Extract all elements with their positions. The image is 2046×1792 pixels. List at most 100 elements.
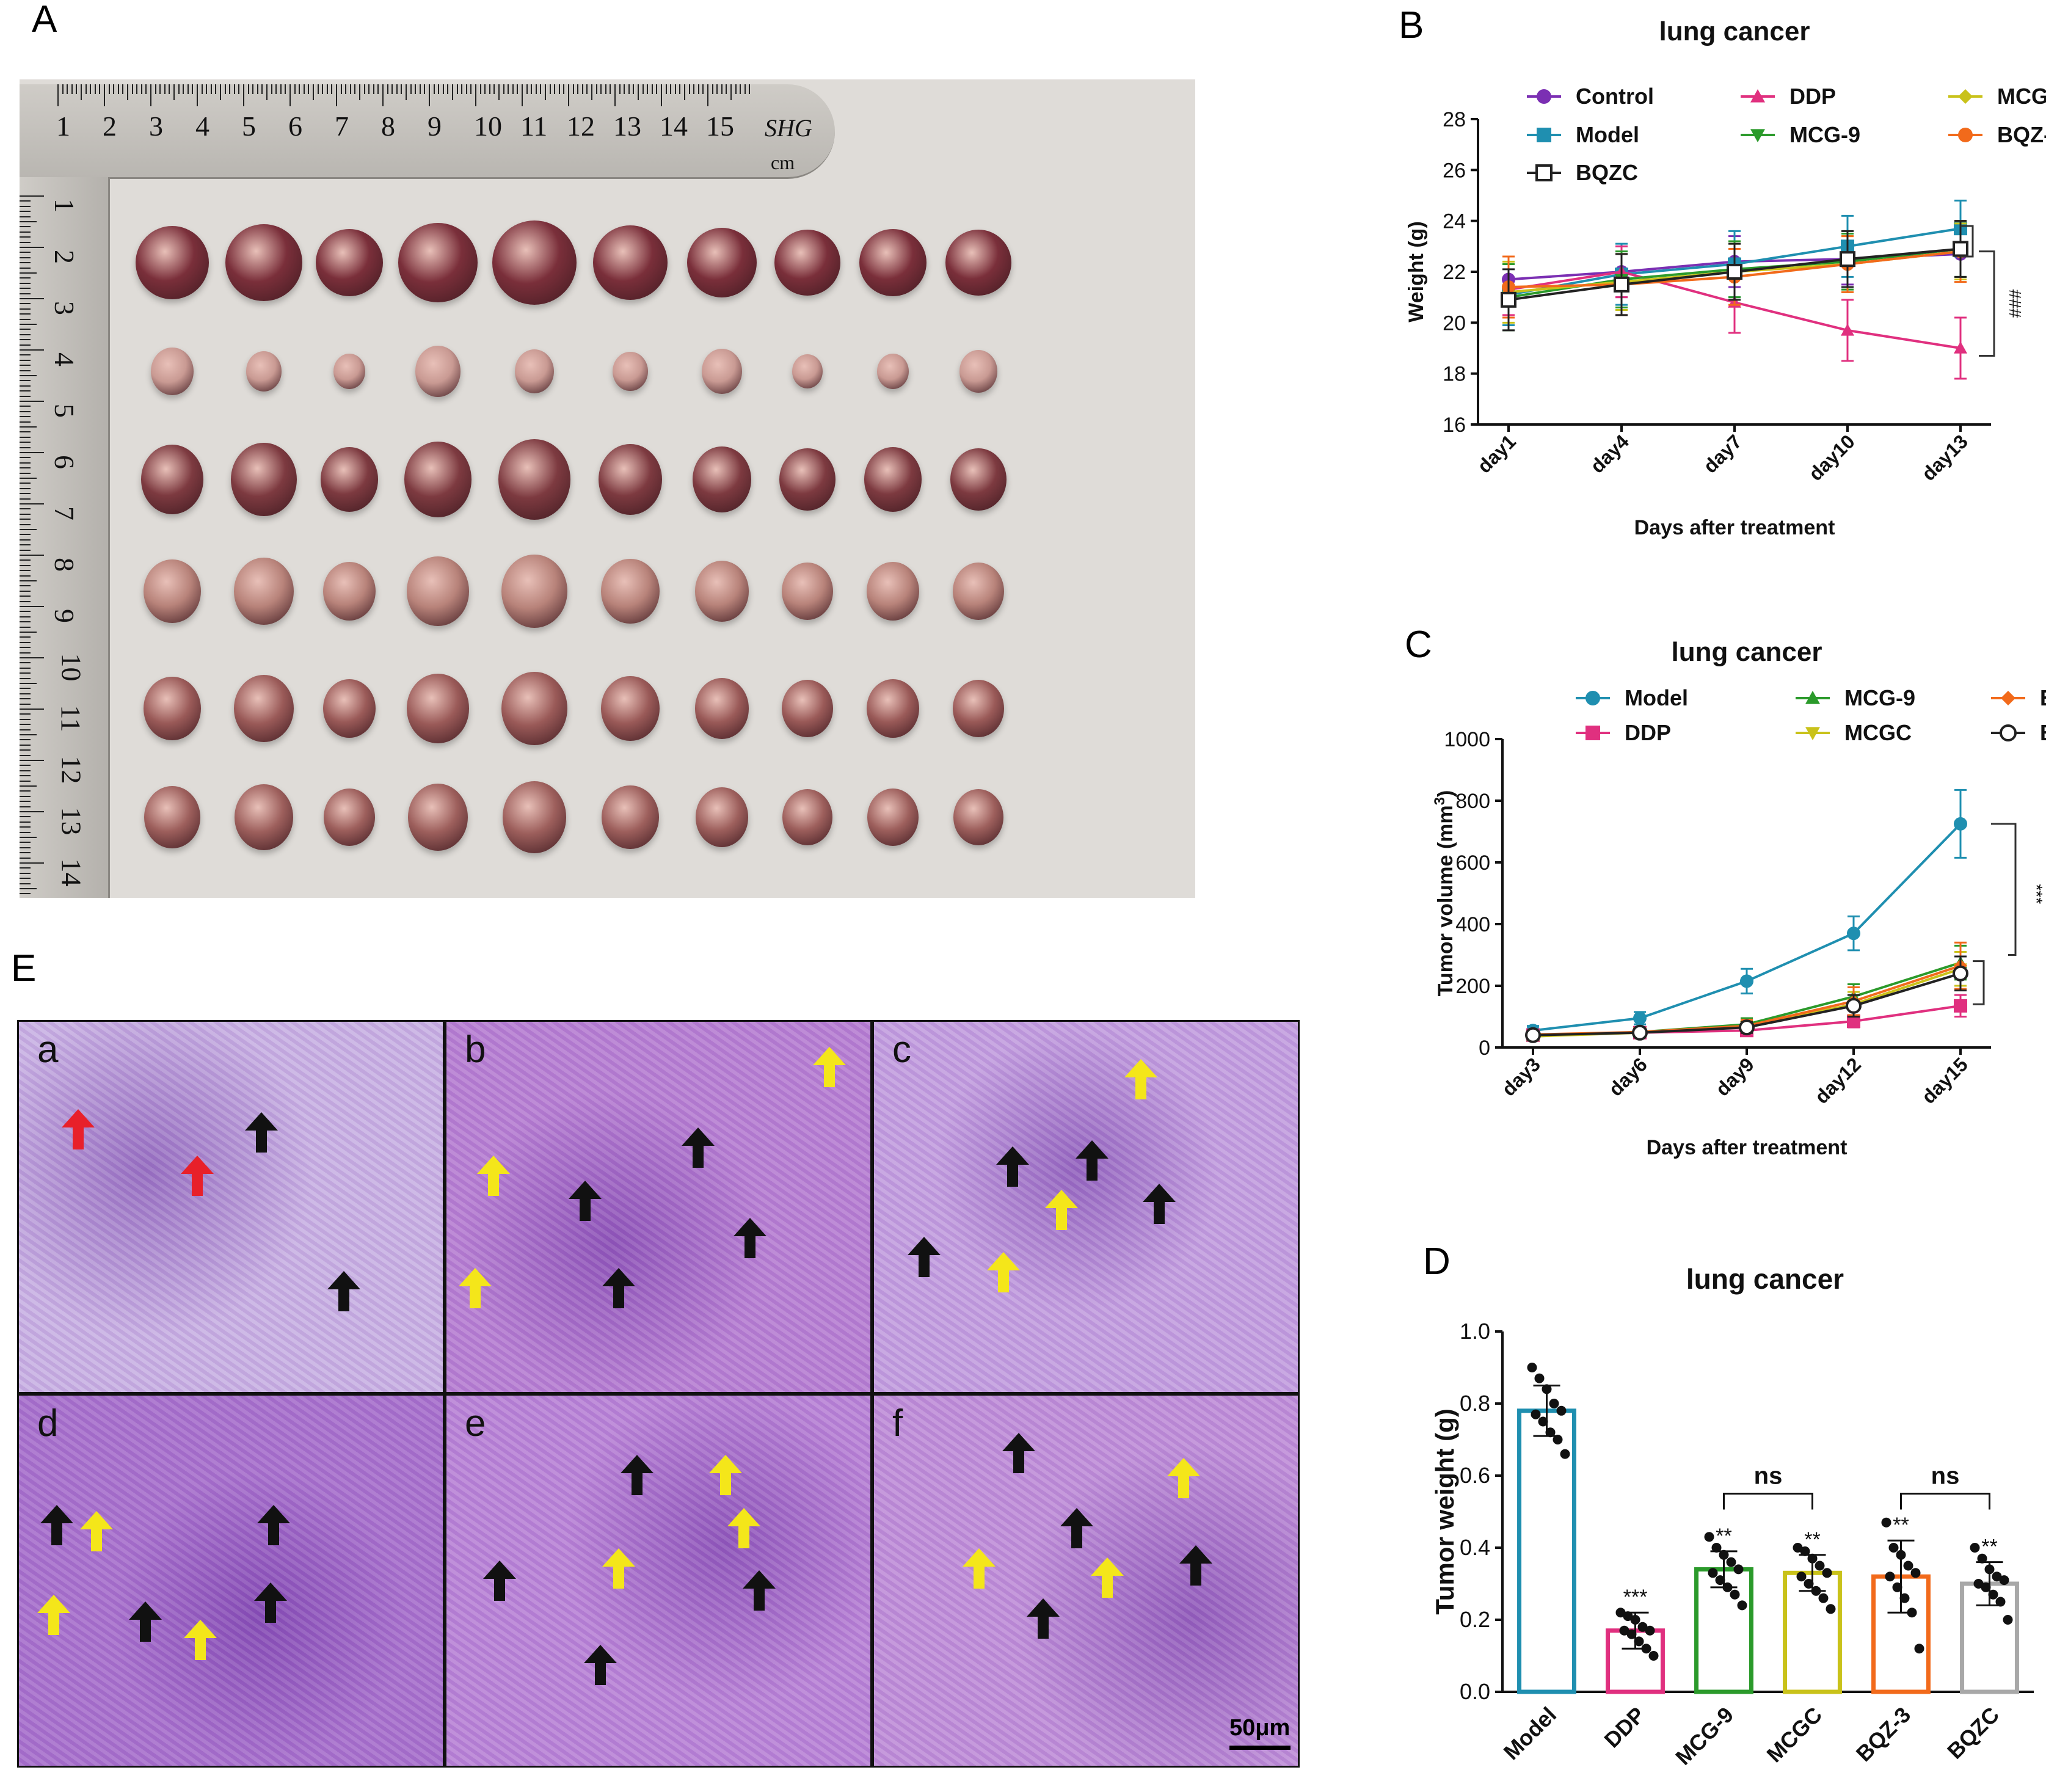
ruler-number-left: 7 <box>49 506 80 520</box>
ruler-tick <box>20 575 31 577</box>
ruler-tick <box>20 523 31 525</box>
ruler-number-top: 11 <box>520 111 548 142</box>
ruler-tick <box>484 84 486 94</box>
ruler-tick <box>131 84 133 94</box>
tumor-specimen <box>953 789 1004 845</box>
ruler-tick <box>331 84 333 94</box>
tumor-specimen <box>404 442 472 517</box>
ruler-tick <box>20 452 44 453</box>
ruler-tick <box>20 626 31 628</box>
arrow-shape <box>602 1267 635 1308</box>
yellow-arrow-icon <box>459 1267 492 1308</box>
ruler-tick <box>20 421 31 423</box>
ruler-tick <box>317 84 319 94</box>
ruler-tick <box>20 760 44 761</box>
y-tick-label: 0.0 <box>1460 1679 1490 1704</box>
data-point <box>1811 1586 1821 1596</box>
data-point <box>1637 1622 1648 1632</box>
legend-marker <box>2001 691 2015 705</box>
ruler-tick <box>20 775 31 777</box>
ruler-tick <box>271 84 272 94</box>
histology-panel-a: a <box>17 1020 445 1394</box>
group-label: BQZC <box>1194 795 1195 836</box>
x-tick-label: day15 <box>1917 1053 1972 1108</box>
arrow-shape <box>813 1046 846 1087</box>
ruler-tick <box>20 708 44 710</box>
data-point <box>1645 1625 1655 1636</box>
ruler-tick <box>215 84 217 94</box>
scale-bar <box>1229 1746 1291 1750</box>
ruler-tick <box>387 84 388 94</box>
histology-panel-e: e <box>445 1394 872 1768</box>
ruler-tick <box>20 236 31 238</box>
ruler-tick <box>294 84 296 94</box>
ruler-tick <box>159 84 161 94</box>
tumor-specimen <box>952 562 1005 621</box>
ruler-tick <box>20 395 31 397</box>
legend-label: Control <box>1576 84 1654 109</box>
legend-label: Model <box>1576 122 1639 147</box>
ruler-tick <box>20 257 31 258</box>
ruler-tick <box>20 842 31 843</box>
yellow-arrow-icon <box>709 1454 742 1495</box>
ruler-tick <box>20 313 31 315</box>
ruler-tick <box>197 84 198 106</box>
tumor-specimen <box>602 785 659 850</box>
ruler-tick <box>661 84 662 106</box>
ruler-tick <box>20 559 31 561</box>
data-point <box>1914 1644 1924 1654</box>
ruler-tick <box>20 318 31 320</box>
ruler-tick <box>545 84 546 100</box>
black-arrow-icon <box>682 1127 715 1168</box>
group-label: MCG-9 <box>1194 457 1195 539</box>
x-tick-label: BQZ-3 <box>1851 1702 1915 1766</box>
ruler-tick <box>679 84 681 94</box>
tumor-specimen <box>315 228 384 297</box>
black-arrow-icon <box>621 1454 653 1495</box>
y-tick-label: 24 <box>1443 210 1466 233</box>
data-point <box>1730 1589 1740 1600</box>
data-point <box>1988 1589 1998 1600</box>
ruler-tick <box>192 84 194 94</box>
ruler-number-left: 12 <box>56 756 87 784</box>
tumor-specimen <box>324 789 375 846</box>
ruler-tick <box>20 888 37 889</box>
ruler-tick <box>20 467 31 469</box>
ruler-tick <box>20 795 31 797</box>
yellow-arrow-icon <box>987 1252 1020 1293</box>
histology-panel-b: b <box>445 1020 872 1394</box>
ruler-tick <box>252 84 254 94</box>
ruler-tick <box>707 84 708 106</box>
arrow-shape <box>483 1561 516 1601</box>
ruler-tick <box>508 84 509 94</box>
ruler-tick <box>322 84 324 94</box>
arrow-shape <box>80 1510 113 1551</box>
ruler-tick <box>642 84 644 94</box>
ruler-tick <box>20 436 31 438</box>
data-point <box>1953 241 1968 257</box>
black-arrow-icon <box>40 1504 73 1545</box>
ruler-number-top: 8 <box>381 111 395 142</box>
ruler-tick <box>266 84 268 100</box>
ruler-tick <box>76 84 78 94</box>
ruler-tick <box>326 84 328 94</box>
ruler-tick <box>363 84 365 94</box>
ruler-tick <box>456 84 458 94</box>
ruler-number-left: 5 <box>49 404 80 418</box>
legend-label: MCGC <box>1844 720 1912 745</box>
arrow-shape <box>584 1645 617 1685</box>
ruler-tick <box>382 84 384 106</box>
arrow-shape <box>1124 1059 1157 1100</box>
ruler-tick <box>359 84 360 100</box>
ruler-tick <box>20 703 31 705</box>
arrow-shape <box>996 1146 1029 1187</box>
ruler-tick <box>651 84 653 94</box>
ruler-tick <box>20 698 31 700</box>
tumor-specimen <box>792 354 823 389</box>
ruler-tick <box>210 84 212 94</box>
tumor-photo: 1 2 3 4 5 6 7 8 9 10 11 12 13 14 15 1 2 3 4 5 6 7 8 9 10 11 12 13 1… <box>20 79 1195 898</box>
significance-label: ** <box>1893 1513 1909 1537</box>
y-tick-label: 18 <box>1443 363 1466 386</box>
ruler-tick <box>563 84 565 94</box>
ruler-tick <box>20 847 31 848</box>
